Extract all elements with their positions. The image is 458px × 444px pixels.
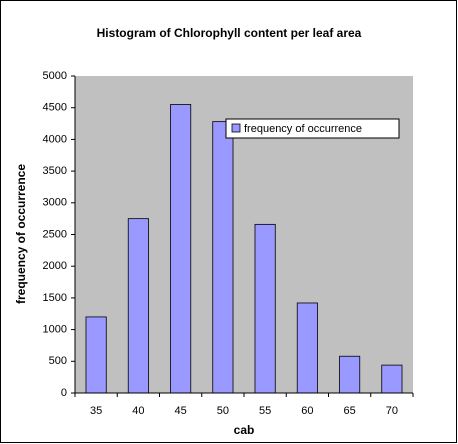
x-tick-label: 45	[175, 405, 187, 417]
y-axis-label: frequency of occurrence	[14, 164, 28, 304]
x-tick-label: 65	[344, 405, 356, 417]
legend-swatch	[231, 123, 241, 133]
y-tick-label: 4500	[43, 102, 67, 114]
bar	[170, 104, 192, 394]
bar	[381, 364, 403, 394]
x-tick-label: 40	[132, 405, 144, 417]
x-tick-label: 55	[259, 405, 271, 417]
y-tick-label: 0	[61, 387, 67, 399]
x-tick-label: 70	[386, 405, 398, 417]
legend-label: frequency of occurrence	[244, 123, 362, 135]
y-tick-label: 2000	[43, 260, 67, 272]
y-tick-label: 3000	[43, 197, 67, 209]
x-axis-label: cab	[234, 423, 255, 437]
x-tick-label: 35	[90, 405, 102, 417]
y-tick-label: 1500	[43, 292, 67, 304]
legend-box	[225, 118, 400, 139]
y-tick-label: 1000	[43, 324, 67, 336]
x-tick-label: 60	[301, 405, 313, 417]
bar	[85, 316, 107, 394]
y-tick-label: 3500	[43, 165, 67, 177]
chart-title: Histogram of Chlorophyll content per lea…	[97, 26, 362, 40]
bar	[296, 302, 318, 394]
x-tick-label: 50	[217, 405, 229, 417]
bar	[339, 355, 361, 394]
y-tick-label: 4000	[43, 133, 67, 145]
bar	[212, 121, 234, 394]
y-tick-label: 5000	[43, 70, 67, 82]
y-tick-label: 500	[49, 355, 67, 367]
y-tick-label: 2500	[43, 228, 67, 240]
bar	[254, 223, 276, 394]
bar	[127, 218, 149, 394]
